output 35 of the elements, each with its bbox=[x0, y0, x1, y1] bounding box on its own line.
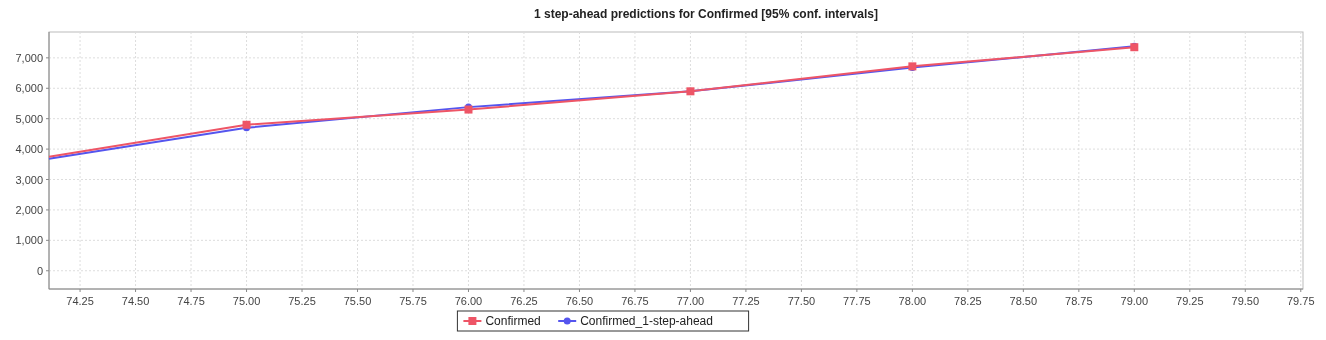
y-tick-label: 7,000 bbox=[15, 51, 43, 64]
legend-label: Confirmed_1-step-ahead bbox=[580, 314, 713, 328]
y-tick-label: 1,000 bbox=[15, 234, 43, 247]
y-tick-label: 5,000 bbox=[15, 112, 43, 125]
x-tick-label: 75.50 bbox=[343, 295, 372, 307]
x-tick-label: 75.00 bbox=[232, 295, 261, 307]
x-tick-label: 78.00 bbox=[898, 295, 927, 307]
x-tick-label: 76.50 bbox=[565, 295, 594, 307]
x-tick-label: 74.50 bbox=[121, 295, 150, 307]
y-tick-label: 6,000 bbox=[15, 82, 43, 95]
x-tick-label: 75.25 bbox=[288, 295, 316, 307]
x-tick-label: 79.00 bbox=[1120, 295, 1149, 307]
y-tick-label: 4,000 bbox=[15, 143, 43, 156]
x-tick-label: 77.75 bbox=[843, 295, 871, 307]
x-tick-label: 79.50 bbox=[1231, 295, 1260, 307]
x-tick-label: 74.25 bbox=[66, 295, 94, 307]
x-tick-label: 77.50 bbox=[787, 295, 816, 307]
x-tick-label: 77.00 bbox=[676, 295, 705, 307]
x-tick-label: 78.75 bbox=[1065, 295, 1093, 307]
x-tick-label: 79.25 bbox=[1176, 295, 1204, 307]
x-tick-label: 74.75 bbox=[177, 295, 205, 307]
x-tick-label: 76.00 bbox=[454, 295, 483, 307]
x-tick-label: 77.25 bbox=[732, 295, 760, 307]
legend-label: Confirmed bbox=[485, 314, 541, 328]
y-tick-label: 2,000 bbox=[15, 203, 43, 216]
x-tick-label: 78.50 bbox=[1009, 295, 1038, 307]
point bbox=[242, 120, 251, 129]
x-tick-label: 76.75 bbox=[621, 295, 649, 307]
x-tick-label: 79.75 bbox=[1287, 295, 1315, 307]
y-tick-label: 0 bbox=[36, 264, 43, 277]
y-tick-label: 3,000 bbox=[15, 173, 43, 186]
x-tick-label: 78.25 bbox=[954, 295, 982, 307]
x-tick-label: 76.25 bbox=[510, 295, 538, 307]
x-tick-label: 75.75 bbox=[399, 295, 427, 307]
chart-title: 1 step-ahead predictions for Confirmed [95% conf. intervals] bbox=[533, 7, 879, 21]
